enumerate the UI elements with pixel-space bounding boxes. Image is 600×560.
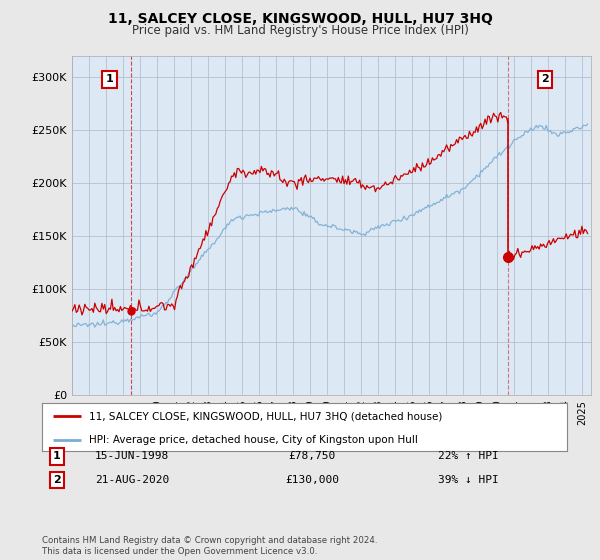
Text: 1: 1 — [106, 74, 113, 85]
Text: 11, SALCEY CLOSE, KINGSWOOD, HULL, HU7 3HQ: 11, SALCEY CLOSE, KINGSWOOD, HULL, HU7 3… — [107, 12, 493, 26]
Text: 39% ↓ HPI: 39% ↓ HPI — [437, 475, 499, 485]
Text: £130,000: £130,000 — [285, 475, 339, 485]
Text: 2: 2 — [53, 475, 61, 485]
Text: £78,750: £78,750 — [289, 451, 335, 461]
Text: 11, SALCEY CLOSE, KINGSWOOD, HULL, HU7 3HQ (detached house): 11, SALCEY CLOSE, KINGSWOOD, HULL, HU7 3… — [89, 411, 443, 421]
Text: HPI: Average price, detached house, City of Kingston upon Hull: HPI: Average price, detached house, City… — [89, 435, 418, 445]
Text: Price paid vs. HM Land Registry's House Price Index (HPI): Price paid vs. HM Land Registry's House … — [131, 24, 469, 36]
Text: 21-AUG-2020: 21-AUG-2020 — [95, 475, 169, 485]
Text: 15-JUN-1998: 15-JUN-1998 — [95, 451, 169, 461]
Text: 22% ↑ HPI: 22% ↑ HPI — [437, 451, 499, 461]
Text: Contains HM Land Registry data © Crown copyright and database right 2024.
This d: Contains HM Land Registry data © Crown c… — [42, 536, 377, 556]
Text: 1: 1 — [53, 451, 61, 461]
Text: 2: 2 — [541, 74, 549, 85]
